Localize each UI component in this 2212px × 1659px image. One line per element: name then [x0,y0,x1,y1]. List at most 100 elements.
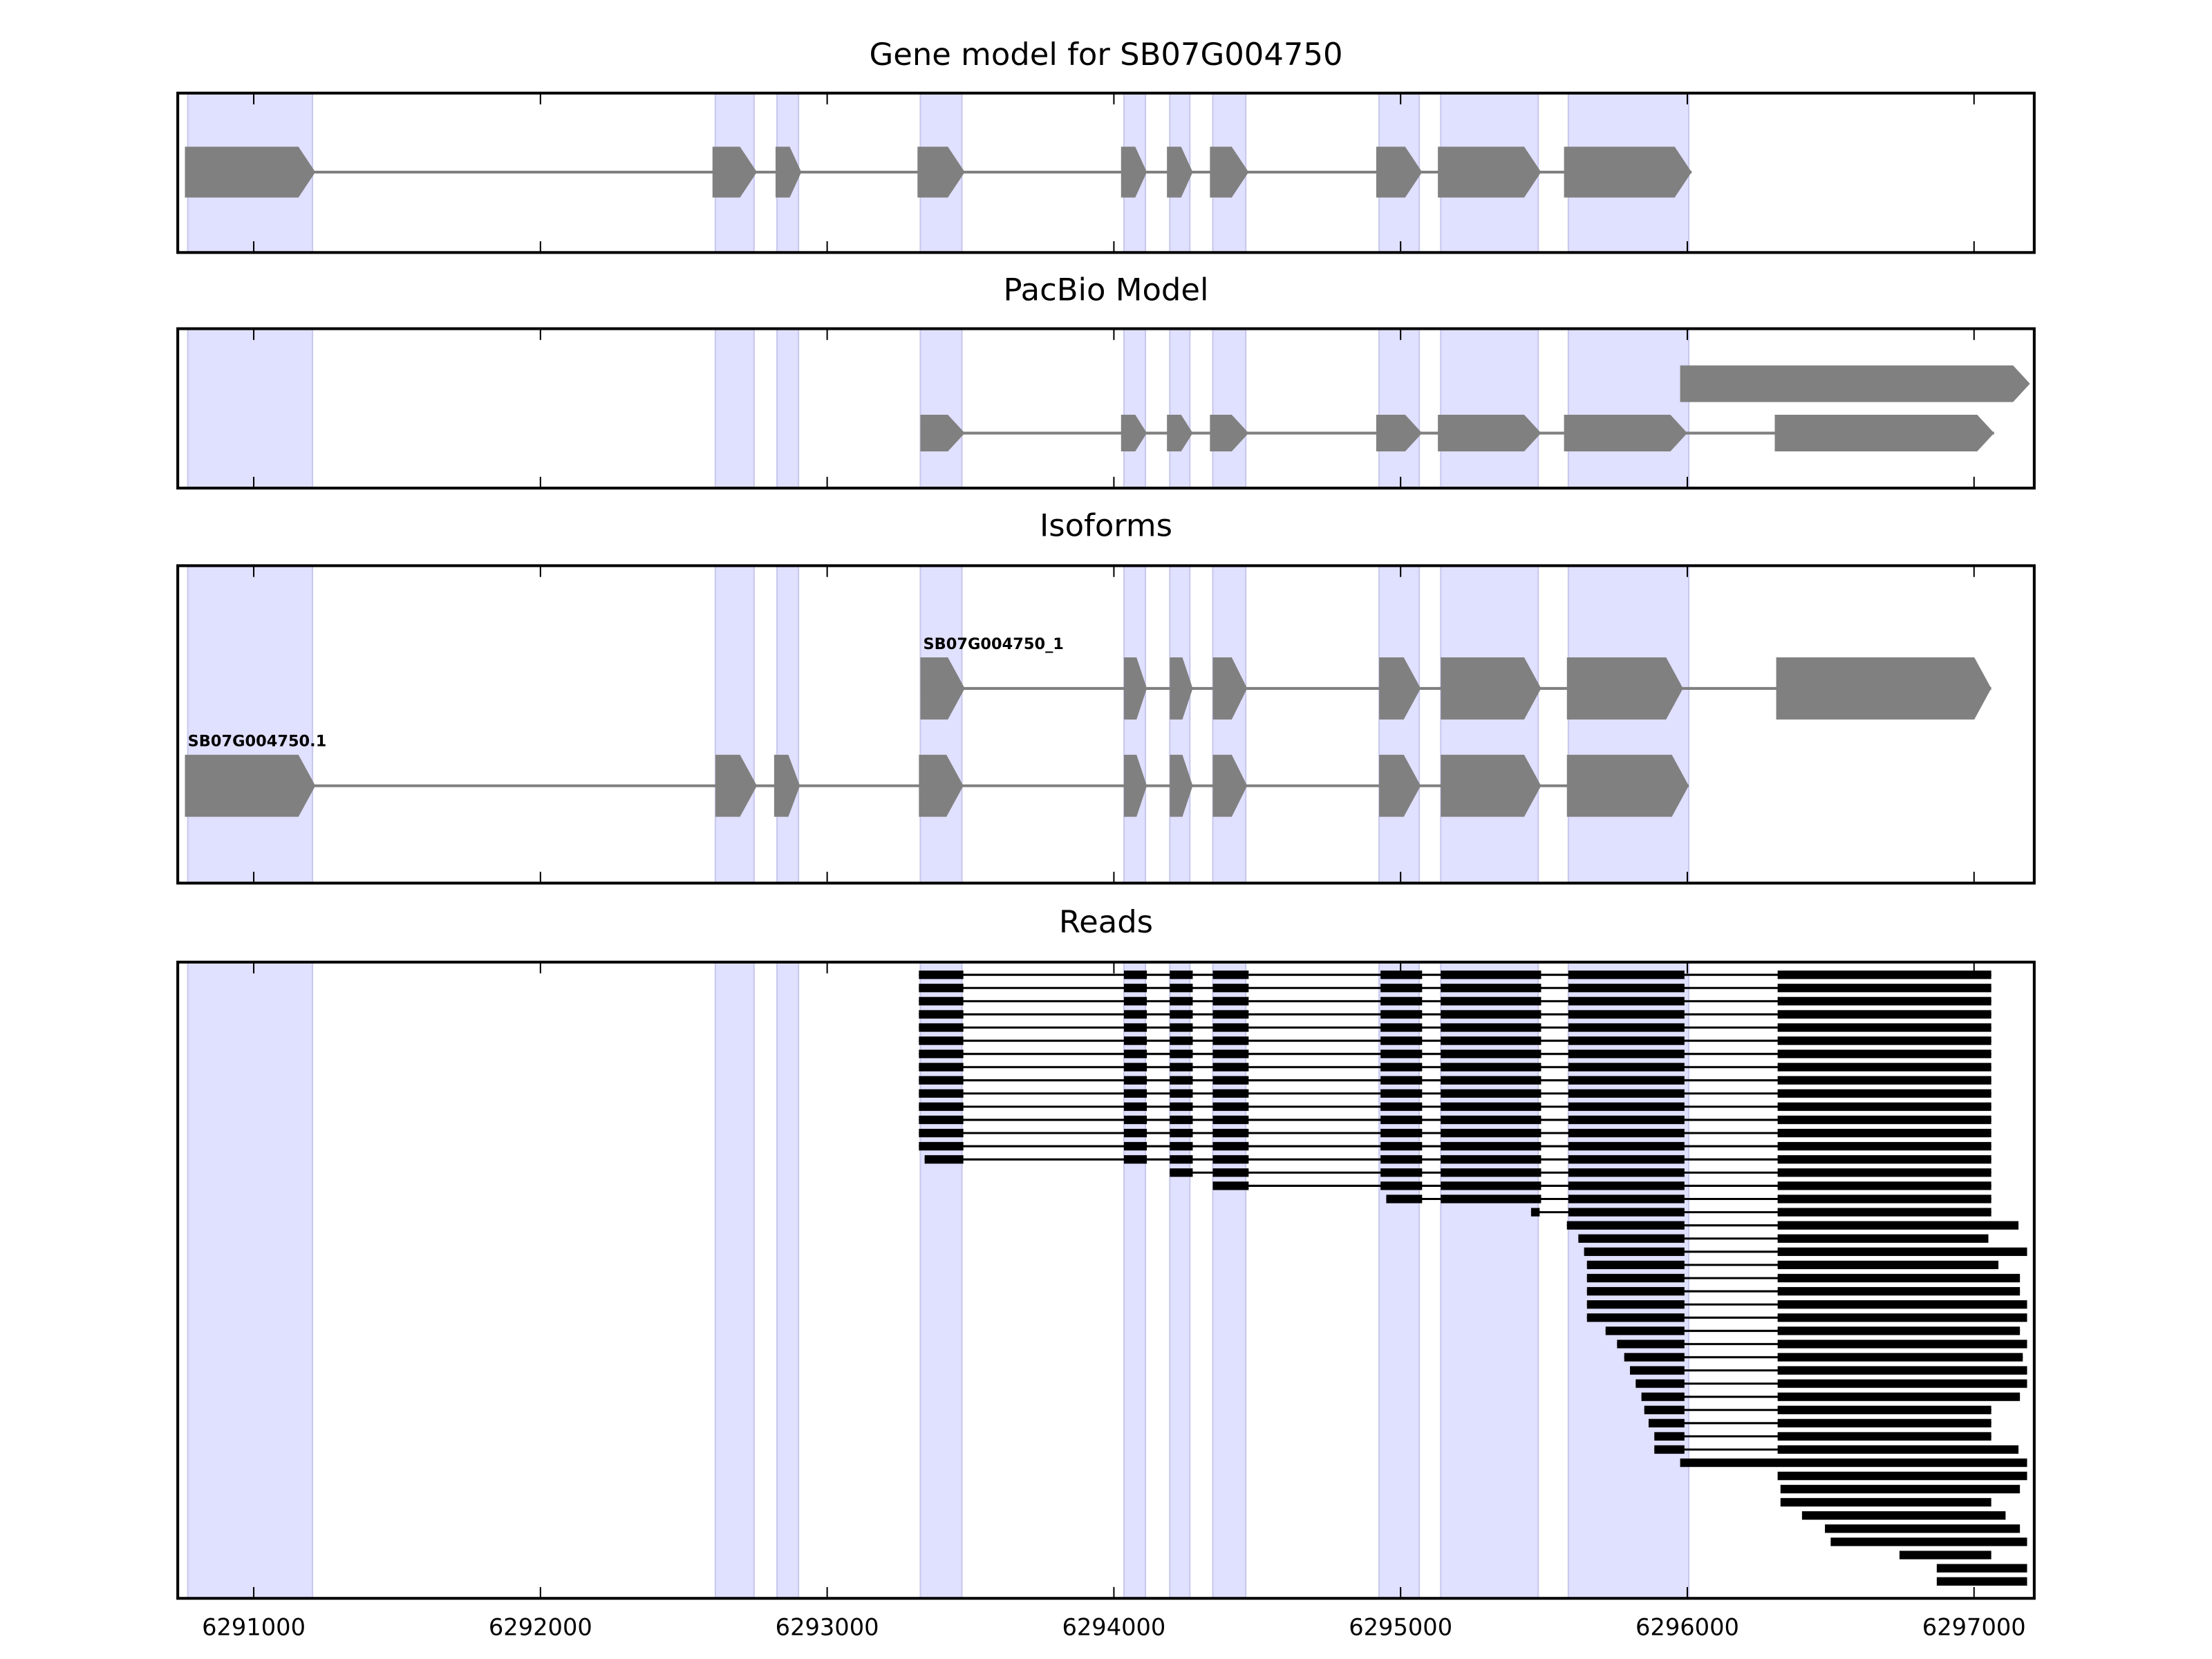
x-tick-label: 6296000 [1635,1613,1739,1640]
read-block [1624,1353,1685,1362]
panel-frame [176,564,2036,885]
exon [1170,754,1193,817]
panel-title: Reads [1059,903,1153,940]
read-block [1777,1405,1991,1414]
read-block [1441,1181,1541,1190]
read-block [1654,1432,1685,1441]
read-block [1566,1221,1685,1230]
read-block [1777,1445,2019,1454]
read-block [1441,1076,1541,1085]
read-block [1212,1168,1249,1177]
read-block [1380,1010,1423,1019]
read-block [919,1089,964,1098]
highlight-region [714,565,755,884]
exon [917,147,965,198]
panel-frame [176,327,2036,490]
read-block [1568,1181,1685,1190]
read-block [1212,1062,1249,1071]
read-block [1380,1102,1423,1112]
read-block [919,971,964,980]
read-block [1380,1181,1423,1190]
read-block [1777,1208,1991,1217]
read-block [1568,1036,1685,1045]
read-block [1777,1340,2027,1349]
exon [1438,415,1541,452]
exon [1564,147,1692,198]
read-block [1568,984,1685,993]
read-block [1648,1418,1685,1427]
panel-title: PacBio Model [1004,272,1209,308]
read-block [1568,1115,1685,1125]
read-block [1777,1300,2027,1309]
read-block [1380,1023,1423,1032]
highlight-region [714,328,755,489]
isoform-label: SB07G004750_1 [924,635,1064,653]
exon [920,657,965,720]
read-block [1777,1234,1989,1243]
read-block [1380,1089,1423,1098]
read-block [1441,1168,1541,1177]
read-block [1568,1023,1685,1032]
read-block [1170,1115,1193,1125]
read-block [1777,1260,1999,1270]
read-block [1212,1076,1249,1085]
exon [1379,657,1421,720]
read-block [1441,1142,1541,1151]
read-block [1680,1458,2027,1468]
read-block [1777,1273,2021,1283]
read-block [1936,1577,2027,1586]
read-block [1123,984,1147,993]
read-block [1777,1353,2023,1362]
read-block [1212,1089,1249,1098]
exon [919,754,964,817]
read-block [1777,1418,1991,1427]
read-block [1441,971,1541,980]
read-block [919,1049,964,1058]
x-tick-label: 6294000 [1062,1613,1165,1640]
read-block [1123,1142,1147,1151]
read-block [1170,1036,1193,1045]
read-block [1777,1313,2027,1322]
read-block [1123,1049,1147,1058]
read-block [1212,997,1249,1006]
highlight-region [187,328,314,489]
read-block [1801,1511,2006,1520]
read-block [1212,1023,1249,1032]
read-block [1123,971,1147,980]
highlight-region [1567,565,1690,884]
read-block [1777,1142,1991,1151]
read-block [1212,1129,1249,1138]
exon [1564,415,1687,452]
exon [1441,754,1541,817]
x-tick-label: 6297000 [1922,1613,2026,1640]
read-block [1568,1194,1685,1203]
read-block [1380,1129,1423,1138]
read-block [1380,1076,1423,1085]
read-block [919,1102,964,1112]
read-block [1170,1076,1193,1085]
read-block [1170,1102,1193,1112]
read-block [919,1129,964,1138]
read-block [919,1076,964,1085]
exon [1210,415,1249,452]
read-block [1212,1115,1249,1125]
read-block [1170,1155,1193,1164]
exon [1167,147,1193,198]
x-tick-label: 6293000 [776,1613,879,1640]
read-block [1630,1366,1685,1375]
read-block [1123,1129,1147,1138]
read-block [1441,1010,1541,1019]
read-block [1212,1142,1249,1151]
panel-frame [176,91,2036,254]
read-block [1441,1089,1541,1098]
read-block [1123,1115,1147,1125]
exon [1438,147,1541,198]
highlight-region [776,328,800,489]
read-block [1568,1129,1685,1138]
read-block [1568,1089,1685,1098]
exon [715,754,758,817]
read-block [1212,984,1249,993]
read-block [1380,997,1423,1006]
